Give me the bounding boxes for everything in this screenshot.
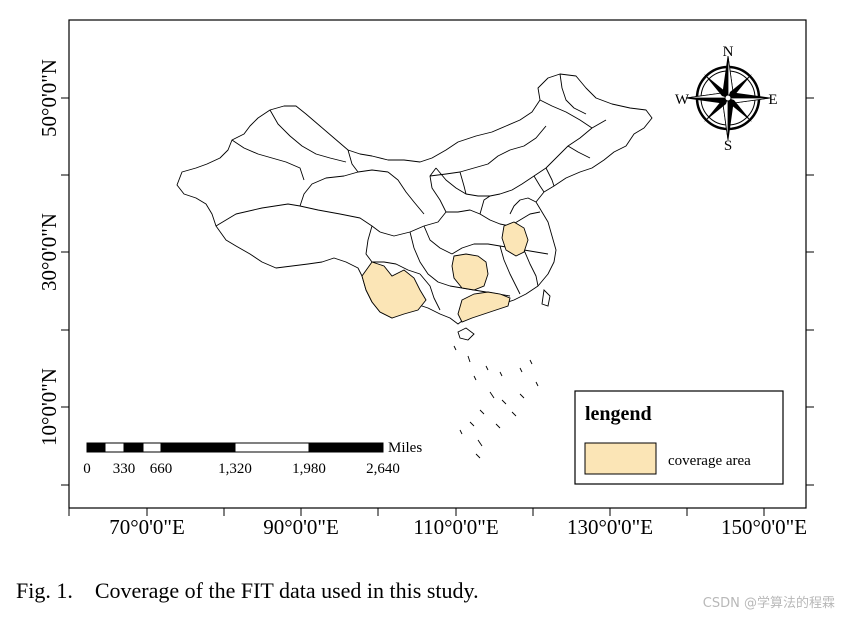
legend-title: lengend [585, 403, 652, 425]
islands [453, 289, 551, 459]
scale-tick-2640: 2,640 [366, 461, 400, 477]
lon-label-70e: 70°0'0"E [109, 515, 185, 539]
longitude-ticks [68, 508, 765, 516]
lon-label-150e: 150°0'0"E [721, 515, 807, 539]
scale-tick-330: 330 [113, 461, 136, 477]
lat-label-10n: 10°0'0"N [37, 368, 61, 446]
lon-label-90e: 90°0'0"E [263, 515, 339, 539]
compass-south-label: S [724, 138, 732, 154]
coverage-hunan [451, 253, 489, 291]
scale-tick-1320: 1,320 [218, 461, 252, 477]
coverage-areas [361, 221, 529, 323]
country-outline [176, 73, 653, 325]
coverage-yunnan [361, 261, 427, 319]
scale-bar [86, 442, 384, 453]
figure-caption: Fig. 1. Coverage of the FIT data used in … [16, 578, 479, 604]
latitude-ticks-left [61, 97, 69, 486]
compass-west-label: W [675, 92, 690, 108]
compass-north-label: N [723, 44, 734, 60]
caption-text: Coverage of the FIT data used in this st… [94, 578, 479, 603]
legend-item-label: coverage area [668, 453, 751, 469]
lon-label-130e: 130°0'0"E [567, 515, 653, 539]
caption-label: Fig. 1. [16, 578, 73, 603]
scale-tick-660: 660 [150, 461, 173, 477]
coverage-anhui [501, 221, 529, 257]
coverage-guangdong [457, 291, 511, 323]
lat-label-50n: 50°0'0"N [37, 59, 61, 137]
lon-label-110e: 110°0'0"E [413, 515, 498, 539]
scale-bar-unit: Miles [388, 440, 422, 456]
compass-icon [685, 55, 771, 141]
legend-swatch [584, 442, 657, 475]
scale-tick-1980: 1,980 [292, 461, 326, 477]
latitude-ticks-right [806, 97, 814, 486]
lat-label-30n: 30°0'0"N [37, 213, 61, 291]
compass-east-label: E [768, 92, 777, 108]
watermark: CSDN @学算法的程霖 [702, 596, 835, 611]
scale-tick-0: 0 [83, 461, 91, 477]
